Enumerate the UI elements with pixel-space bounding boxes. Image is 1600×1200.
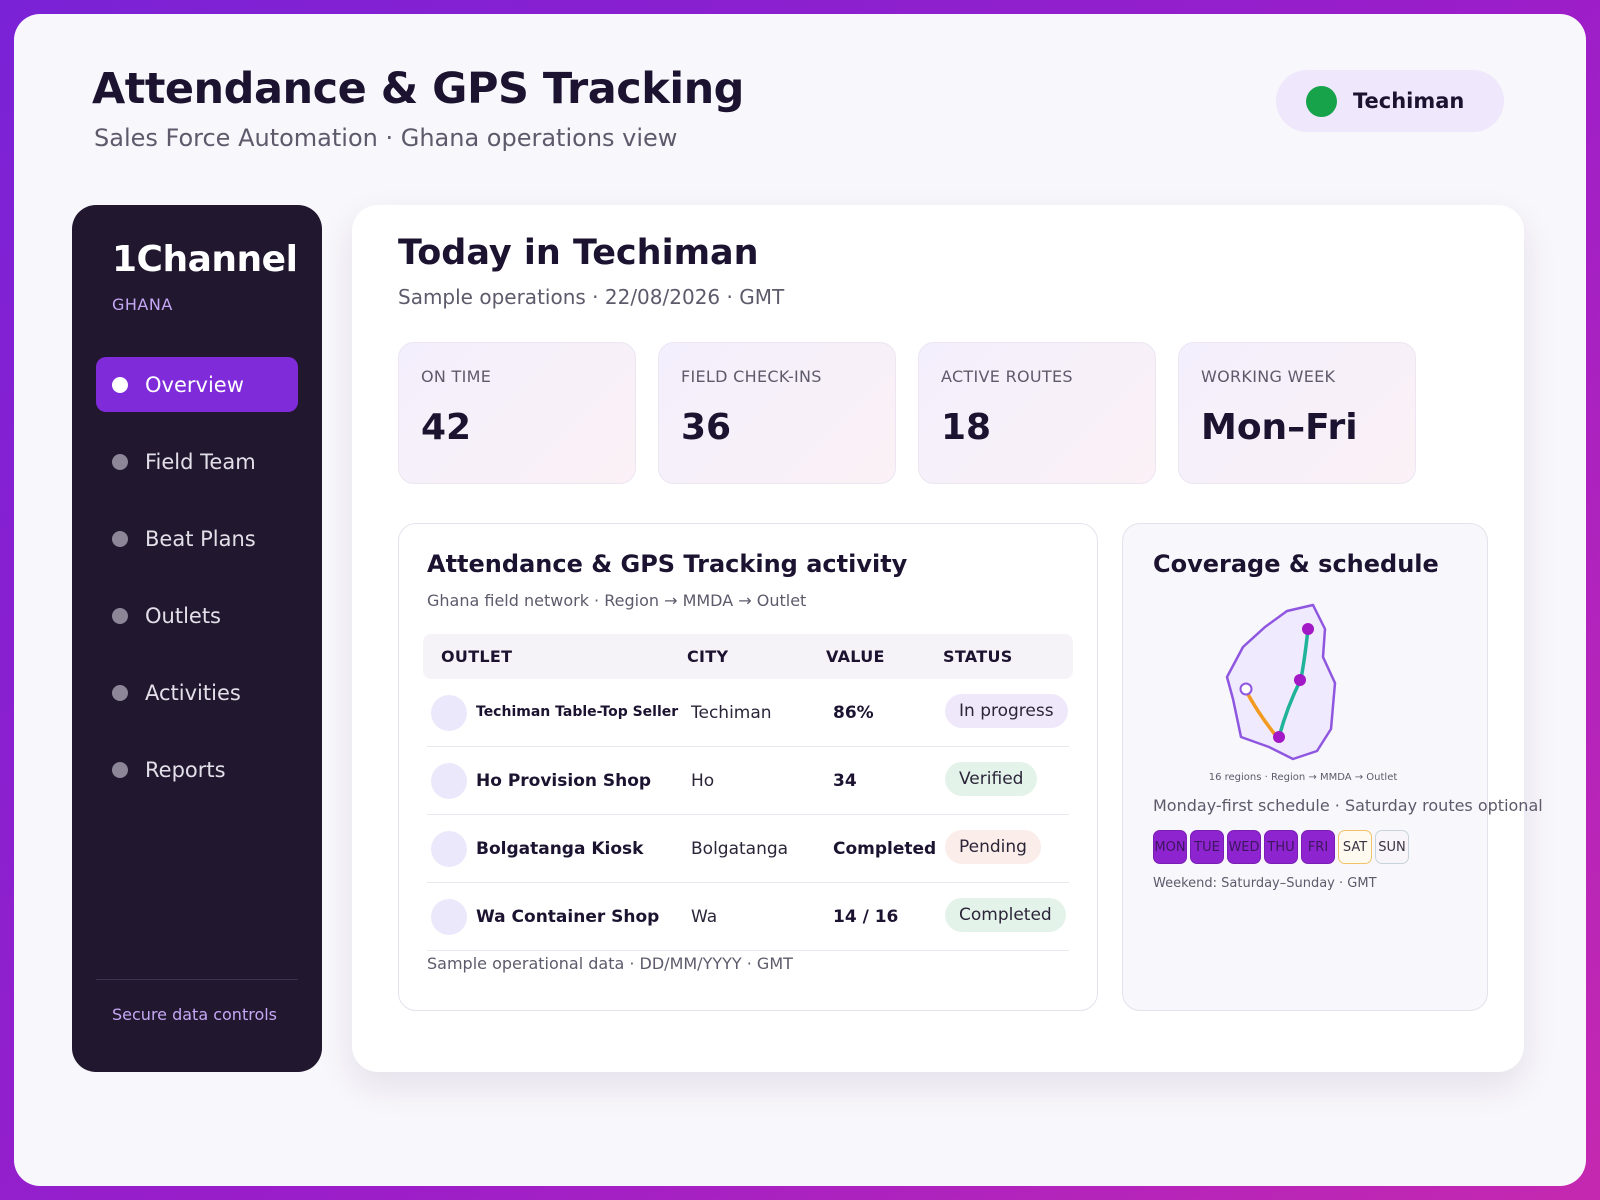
sidebar-item-label: Outlets xyxy=(145,603,222,628)
day-chip-sat[interactable]: SAT xyxy=(1338,830,1372,864)
sidebar-item-label: Beat Plans xyxy=(145,526,256,551)
app-frame: Attendance & GPS Tracking Sales Force Au… xyxy=(14,14,1586,1186)
stat-label: FIELD CHECK-INS xyxy=(681,367,822,386)
table-footnote: Sample operational data · DD/MM/YYYY · G… xyxy=(427,954,793,973)
sidebar-item-outlets[interactable]: Outlets xyxy=(96,588,298,643)
sidebar-item-reports[interactable]: Reports xyxy=(96,742,298,797)
stat-card-field-check-ins: FIELD CHECK-INS 36 xyxy=(658,342,896,484)
weekday-selector: MON TUE WED THU FRI SAT SUN xyxy=(1153,830,1412,864)
brand-region: GHANA xyxy=(112,295,173,314)
sidebar-item-label: Overview xyxy=(145,372,244,397)
sidebar-item-activities[interactable]: Activities xyxy=(96,665,298,720)
map-pin-south xyxy=(1273,731,1285,743)
activity-title: Attendance & GPS Tracking activity xyxy=(427,550,908,578)
status-badge: Pending xyxy=(945,830,1041,864)
sidebar-item-label: Field Team xyxy=(145,449,256,474)
city-cell: Wa xyxy=(691,907,718,927)
city-cell: Ho xyxy=(691,771,715,791)
day-chip-thu[interactable]: THU xyxy=(1264,830,1298,864)
map-pin-origin xyxy=(1239,682,1253,696)
sidebar-nav: Overview Field Team Beat Plans Outlets A… xyxy=(96,357,298,819)
location-label: Techiman xyxy=(1353,89,1465,113)
day-chip-wed[interactable]: WED xyxy=(1227,830,1261,864)
bullet-icon xyxy=(112,607,128,624)
map-pin-north xyxy=(1302,623,1314,635)
sidebar-item-overview[interactable]: Overview xyxy=(96,357,298,412)
day-chip-sun[interactable]: SUN xyxy=(1375,830,1409,864)
value-cell: Completed xyxy=(833,839,937,859)
stat-value: 36 xyxy=(681,407,732,448)
bullet-icon xyxy=(112,530,128,547)
sidebar-item-label: Reports xyxy=(145,757,226,782)
sidebar-item-field-team[interactable]: Field Team xyxy=(96,434,298,489)
page-title: Attendance & GPS Tracking xyxy=(92,64,744,114)
table-row[interactable]: Bolgatanga Kiosk Bolgatanga Completed Pe… xyxy=(427,815,1069,883)
value-cell: 86% xyxy=(833,703,874,723)
main-panel: Today in Techiman Sample operations · 22… xyxy=(352,205,1543,1072)
column-header-status[interactable]: STATUS xyxy=(943,647,1013,666)
main-title: Today in Techiman xyxy=(398,233,759,273)
bullet-icon xyxy=(112,453,128,470)
outlet-avatar xyxy=(431,695,467,731)
status-badge: In progress xyxy=(945,694,1068,728)
bullet-icon xyxy=(112,376,128,393)
map-pin-center xyxy=(1294,674,1306,686)
stat-card-on-time: ON TIME 42 xyxy=(398,342,636,484)
activity-card: Attendance & GPS Tracking activity Ghana… xyxy=(398,523,1098,1011)
stat-label: ON TIME xyxy=(421,367,492,386)
activity-subtitle: Ghana field network · Region → MMDA → Ou… xyxy=(427,591,807,610)
value-cell: 34 xyxy=(833,771,857,791)
stat-card-working-week: WORKING WEEK Mon–Fri xyxy=(1178,342,1416,484)
coverage-card: Coverage & schedule 16 regions · Region … xyxy=(1122,523,1543,1011)
stat-value: 18 xyxy=(941,407,992,448)
day-chip-tue[interactable]: TUE xyxy=(1190,830,1224,864)
schedule-note: Monday-first schedule · Saturday routes … xyxy=(1153,796,1543,815)
brand-logo: 1Channel xyxy=(112,239,298,280)
sidebar: 1Channel GHANA Overview Field Team Beat … xyxy=(72,205,322,1072)
secure-data-controls-link[interactable]: Secure data controls xyxy=(112,1005,278,1024)
map-caption: 16 regions · Region → MMDA → Outlet xyxy=(1208,772,1398,783)
bullet-icon xyxy=(112,761,128,778)
main-subtitle: Sample operations · 22/08/2026 · GMT xyxy=(398,285,785,309)
outlet-avatar xyxy=(431,899,467,935)
ghana-map-icon[interactable] xyxy=(1213,599,1393,769)
outlet-name: Techiman Table-Top Seller xyxy=(476,704,679,720)
column-header-outlet[interactable]: OUTLET xyxy=(441,647,513,666)
stat-value: 42 xyxy=(421,407,472,448)
value-cell: 14 / 16 xyxy=(833,907,899,927)
table-header: OUTLET CITY VALUE STATUS xyxy=(423,634,1073,679)
page-subtitle: Sales Force Automation · Ghana operation… xyxy=(94,124,678,152)
status-badge: Completed xyxy=(945,898,1066,932)
table-row[interactable]: Techiman Table-Top Seller Techiman 86% I… xyxy=(427,679,1069,747)
stat-card-active-routes: ACTIVE ROUTES 18 xyxy=(918,342,1156,484)
stat-value: Mon–Fri xyxy=(1201,407,1358,448)
outlet-avatar xyxy=(431,831,467,867)
city-cell: Bolgatanga xyxy=(691,839,789,859)
table-row[interactable]: Wa Container Shop Wa 14 / 16 Completed xyxy=(427,883,1069,951)
day-chip-fri[interactable]: FRI xyxy=(1301,830,1335,864)
outlet-name: Ho Provision Shop xyxy=(476,771,652,791)
outlet-avatar xyxy=(431,763,467,799)
location-selector[interactable]: Techiman xyxy=(1276,70,1504,132)
sidebar-divider xyxy=(96,979,298,980)
stat-label: ACTIVE ROUTES xyxy=(941,367,1073,386)
stat-label: WORKING WEEK xyxy=(1201,367,1336,386)
column-header-city[interactable]: CITY xyxy=(687,647,729,666)
table-row[interactable]: Ho Provision Shop Ho 34 Verified xyxy=(427,747,1069,815)
status-badge: Verified xyxy=(945,762,1038,796)
outlet-name: Bolgatanga Kiosk xyxy=(476,839,644,859)
status-dot-icon xyxy=(1306,85,1337,117)
outlet-name: Wa Container Shop xyxy=(476,907,660,927)
coverage-title: Coverage & schedule xyxy=(1153,550,1439,578)
column-header-value[interactable]: VALUE xyxy=(826,647,885,666)
day-chip-mon[interactable]: MON xyxy=(1153,830,1187,864)
city-cell: Techiman xyxy=(691,703,772,723)
weekend-note: Weekend: Saturday–Sunday · GMT xyxy=(1153,876,1377,891)
bullet-icon xyxy=(112,684,128,701)
sidebar-item-label: Activities xyxy=(145,680,241,705)
sidebar-item-beat-plans[interactable]: Beat Plans xyxy=(96,511,298,566)
